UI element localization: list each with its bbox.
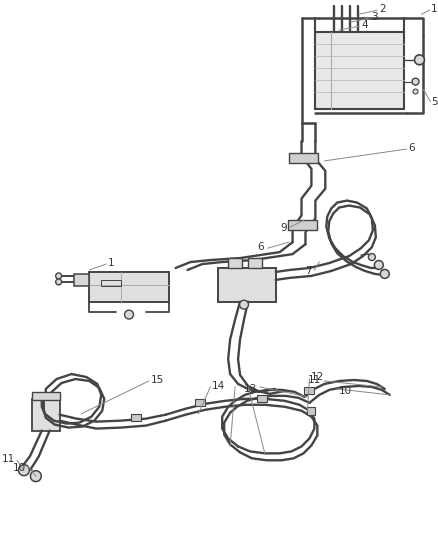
- Circle shape: [412, 78, 419, 85]
- Circle shape: [374, 261, 383, 270]
- Bar: [74, 274, 89, 286]
- Text: 14: 14: [212, 381, 226, 391]
- Circle shape: [18, 465, 29, 475]
- Text: 5: 5: [431, 98, 438, 108]
- Text: 11: 11: [308, 375, 321, 385]
- Circle shape: [30, 471, 41, 482]
- Text: 12: 12: [311, 372, 324, 382]
- Text: 6: 6: [257, 242, 264, 252]
- Text: 6: 6: [409, 143, 415, 153]
- Bar: [248, 258, 262, 268]
- Bar: [307, 407, 315, 415]
- Text: 10: 10: [13, 463, 26, 473]
- Text: 9: 9: [280, 223, 286, 233]
- Text: 4: 4: [361, 20, 367, 30]
- Bar: [304, 387, 314, 394]
- Bar: [195, 399, 205, 406]
- Circle shape: [56, 273, 62, 279]
- Text: 7: 7: [305, 266, 311, 276]
- Bar: [228, 258, 242, 268]
- Text: 11: 11: [2, 454, 15, 464]
- Circle shape: [368, 254, 375, 261]
- Bar: [289, 153, 318, 163]
- Circle shape: [124, 310, 134, 319]
- Bar: [257, 395, 267, 402]
- Circle shape: [380, 270, 389, 278]
- Circle shape: [56, 279, 62, 285]
- Bar: [32, 399, 60, 431]
- Bar: [89, 272, 169, 302]
- Circle shape: [413, 89, 418, 94]
- Text: 15: 15: [151, 375, 164, 385]
- Bar: [101, 280, 121, 286]
- Text: 13: 13: [244, 384, 257, 394]
- Text: 1: 1: [431, 4, 437, 14]
- Bar: [288, 221, 318, 230]
- Circle shape: [414, 55, 424, 65]
- Text: 1: 1: [108, 258, 115, 268]
- Text: 2: 2: [379, 4, 385, 14]
- Bar: [315, 32, 403, 109]
- Circle shape: [240, 300, 248, 309]
- Bar: [32, 392, 60, 400]
- Bar: [131, 414, 141, 421]
- Bar: [218, 268, 276, 302]
- Text: 3: 3: [371, 12, 378, 22]
- Text: 10: 10: [339, 386, 352, 396]
